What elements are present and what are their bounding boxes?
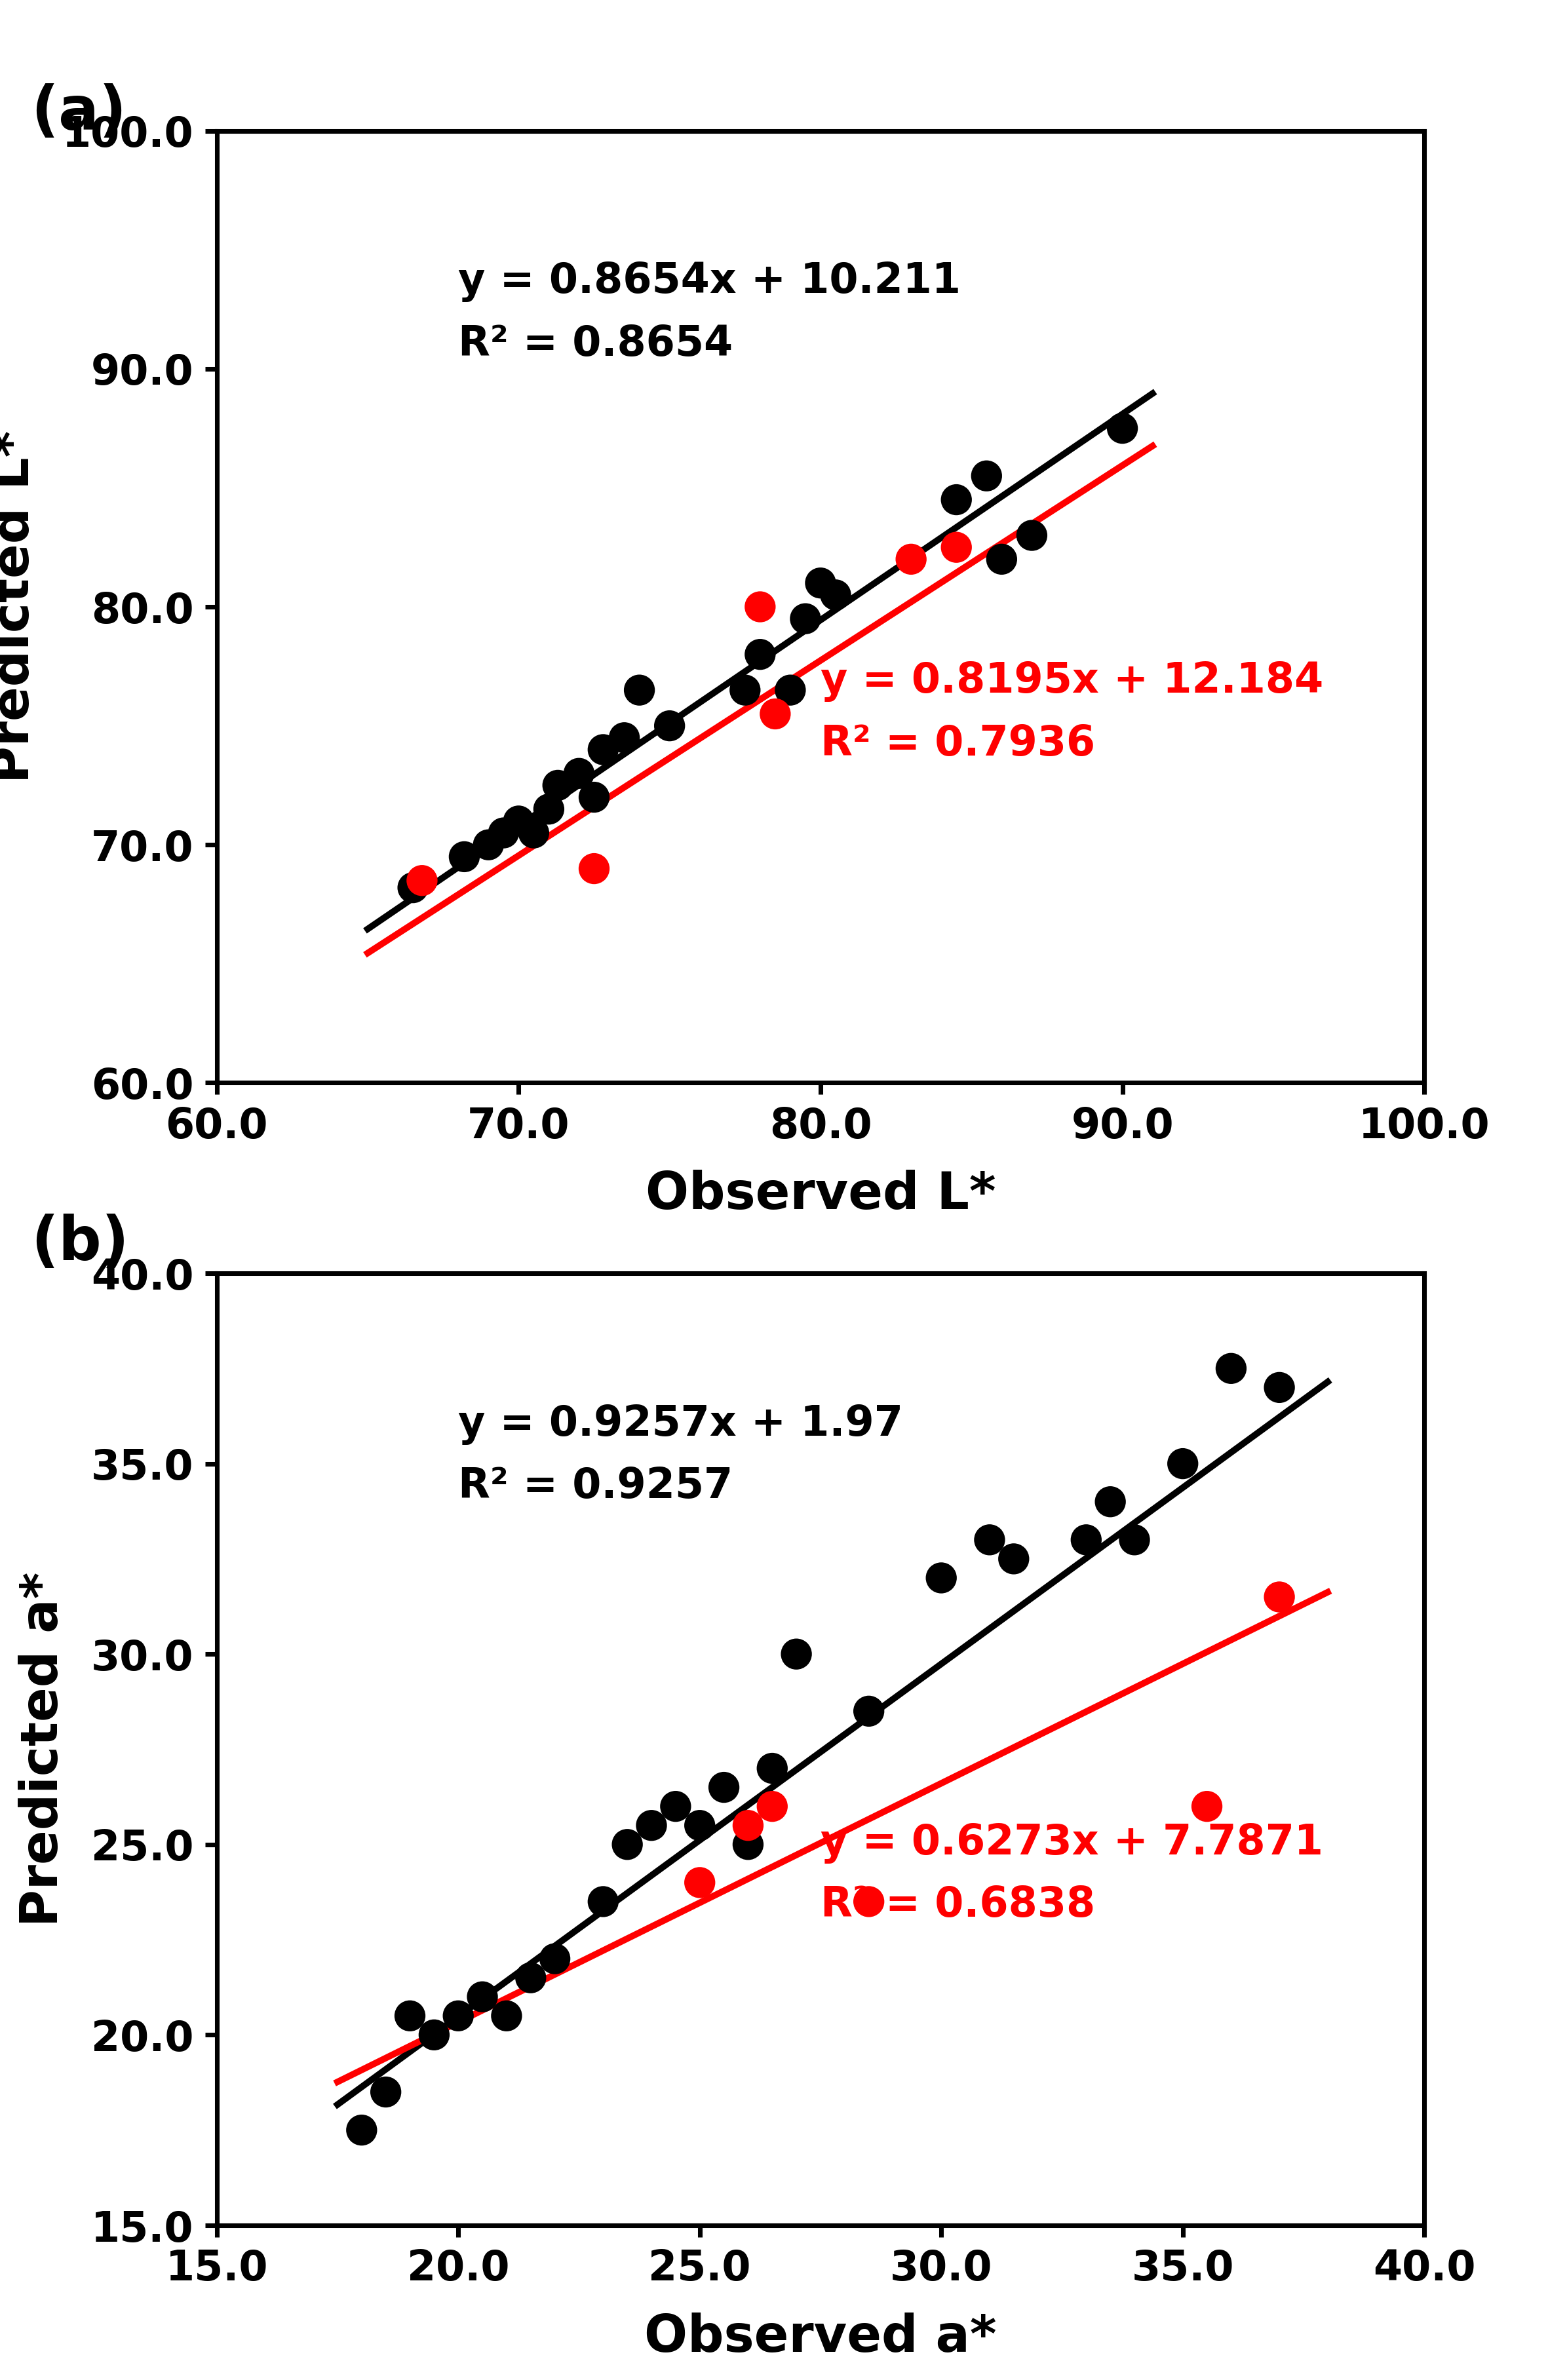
Point: [519, 1959, 543, 1997]
Point: [687, 1864, 712, 1902]
Point: [627, 671, 652, 709]
Point: [373, 2073, 398, 2111]
Point: [748, 588, 772, 626]
X-axis label: Observed L*: Observed L*: [646, 1169, 995, 1219]
Point: [401, 869, 426, 907]
Point: [808, 564, 833, 602]
Text: y = 0.9257x + 1.97: y = 0.9257x + 1.97: [458, 1404, 902, 1445]
Y-axis label: Predicted a*: Predicted a*: [19, 1571, 68, 1928]
Point: [1218, 1349, 1243, 1388]
Point: [763, 695, 788, 733]
Point: [582, 778, 607, 816]
Point: [1098, 1483, 1122, 1521]
Y-axis label: Predicted L*: Predicted L*: [0, 431, 39, 783]
Text: y = 0.8654x + 10.211: y = 0.8654x + 10.211: [458, 262, 961, 302]
Point: [410, 862, 435, 900]
Point: [1019, 516, 1043, 555]
Point: [732, 671, 757, 709]
Point: [1122, 1521, 1147, 1559]
Point: [567, 754, 591, 793]
Point: [944, 481, 969, 519]
Text: R² = 0.9257: R² = 0.9257: [458, 1466, 732, 1507]
Point: [471, 1978, 495, 2016]
Point: [591, 731, 616, 769]
Point: [1110, 409, 1135, 447]
Point: [663, 1787, 687, 1825]
Point: [537, 790, 562, 828]
Point: [350, 2111, 375, 2149]
Point: [898, 540, 923, 578]
Point: [824, 576, 848, 614]
Point: [735, 1806, 760, 1845]
Text: (b): (b): [31, 1214, 128, 1273]
Point: [1266, 1368, 1291, 1407]
Point: [615, 1825, 639, 1864]
Point: [760, 1787, 785, 1825]
Text: (a): (a): [31, 83, 127, 143]
Point: [582, 850, 607, 888]
Point: [856, 1883, 881, 1921]
Point: [522, 814, 546, 852]
Point: [639, 1806, 664, 1845]
Point: [545, 766, 570, 804]
Point: [735, 1825, 760, 1864]
Point: [989, 540, 1014, 578]
Point: [783, 1635, 808, 1673]
Point: [477, 826, 502, 864]
Point: [398, 1997, 423, 2035]
Point: [712, 1768, 737, 1806]
Point: [506, 802, 531, 840]
Point: [1195, 1787, 1220, 1825]
Point: [421, 2016, 446, 2054]
Point: [944, 528, 969, 566]
Point: [611, 719, 636, 757]
Point: [452, 838, 477, 876]
Text: y = 0.8195x + 12.184: y = 0.8195x + 12.184: [820, 662, 1324, 702]
X-axis label: Observed a*: Observed a*: [644, 2311, 997, 2361]
Point: [1074, 1521, 1099, 1559]
Point: [748, 635, 772, 674]
Point: [494, 1997, 519, 2035]
Point: [977, 1521, 1002, 1559]
Text: R² = 0.6838: R² = 0.6838: [820, 1885, 1094, 1925]
Point: [974, 457, 998, 495]
Text: R² = 0.8654: R² = 0.8654: [458, 324, 732, 364]
Point: [1266, 1578, 1291, 1616]
Point: [446, 1997, 471, 2035]
Point: [658, 707, 683, 745]
Point: [591, 1883, 616, 1921]
Text: y = 0.6273x + 7.7871: y = 0.6273x + 7.7871: [820, 1823, 1324, 1864]
Point: [1170, 1445, 1195, 1483]
Text: R² = 0.7936: R² = 0.7936: [820, 724, 1094, 764]
Point: [542, 1940, 567, 1978]
Point: [1002, 1540, 1026, 1578]
Point: [856, 1692, 881, 1730]
Point: [687, 1806, 712, 1845]
Point: [491, 814, 515, 852]
Point: [760, 1749, 785, 1787]
Point: [793, 600, 817, 638]
Point: [779, 671, 803, 709]
Point: [929, 1559, 954, 1597]
